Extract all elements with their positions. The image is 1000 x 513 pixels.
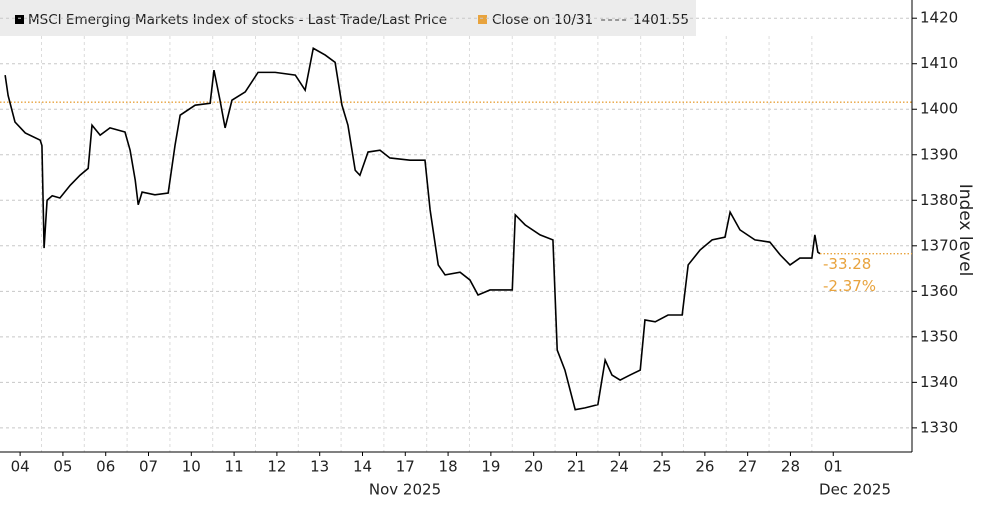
y-tick-label: 1330: [920, 418, 958, 436]
y-tick-label: 1360: [920, 282, 958, 300]
legend-label: MSCI Emerging Markets Index of stocks - …: [28, 12, 447, 28]
x-tick-label: 14: [353, 458, 372, 476]
month-label: Nov 2025: [369, 481, 441, 499]
y-tick-label: 1400: [920, 100, 958, 118]
y-tick-label: 1340: [920, 373, 958, 391]
x-tick-label: 18: [439, 458, 458, 476]
x-tick-label: 19: [481, 458, 500, 476]
x-tick-label: 17: [396, 458, 415, 476]
change-annotation: -33.28: [823, 255, 871, 273]
y-axis-label: Index level: [955, 184, 975, 277]
change-annotation: -2.37%: [823, 277, 876, 295]
legend-swatch: [478, 15, 487, 24]
x-tick-label: 06: [96, 458, 115, 476]
x-tick-label: 10: [182, 458, 201, 476]
x-tick-label: 12: [267, 458, 286, 476]
x-tick-label: 05: [53, 458, 72, 476]
x-tick-label: 13: [310, 458, 329, 476]
series-line: [4, 47, 821, 411]
legend-swatch: [15, 15, 24, 24]
y-tick-label: 1370: [920, 236, 958, 254]
x-tick-label: 27: [738, 458, 757, 476]
legend-label: Close on 10/31: [492, 12, 593, 28]
y-tick-label: 1410: [920, 54, 958, 72]
y-tick-label: 1380: [920, 191, 958, 209]
x-tick-label: 28: [781, 458, 800, 476]
x-tick-label: 24: [610, 458, 629, 476]
x-tick-label: 21: [567, 458, 586, 476]
x-tick-label: 26: [695, 458, 714, 476]
x-tick-label: 25: [653, 458, 672, 476]
y-tick-label: 1350: [920, 327, 958, 345]
y-tick-label: 1390: [920, 145, 958, 163]
x-tick-label: 20: [524, 458, 543, 476]
legend-value: 1401.55: [633, 12, 689, 28]
month-label: Dec 2025: [819, 481, 891, 499]
y-tick-label: 1420: [920, 9, 958, 27]
x-tick-label: 07: [139, 458, 158, 476]
x-tick-label: 11: [225, 458, 244, 476]
x-tick-label: 01: [824, 458, 843, 476]
x-tick-label: 04: [11, 458, 30, 476]
